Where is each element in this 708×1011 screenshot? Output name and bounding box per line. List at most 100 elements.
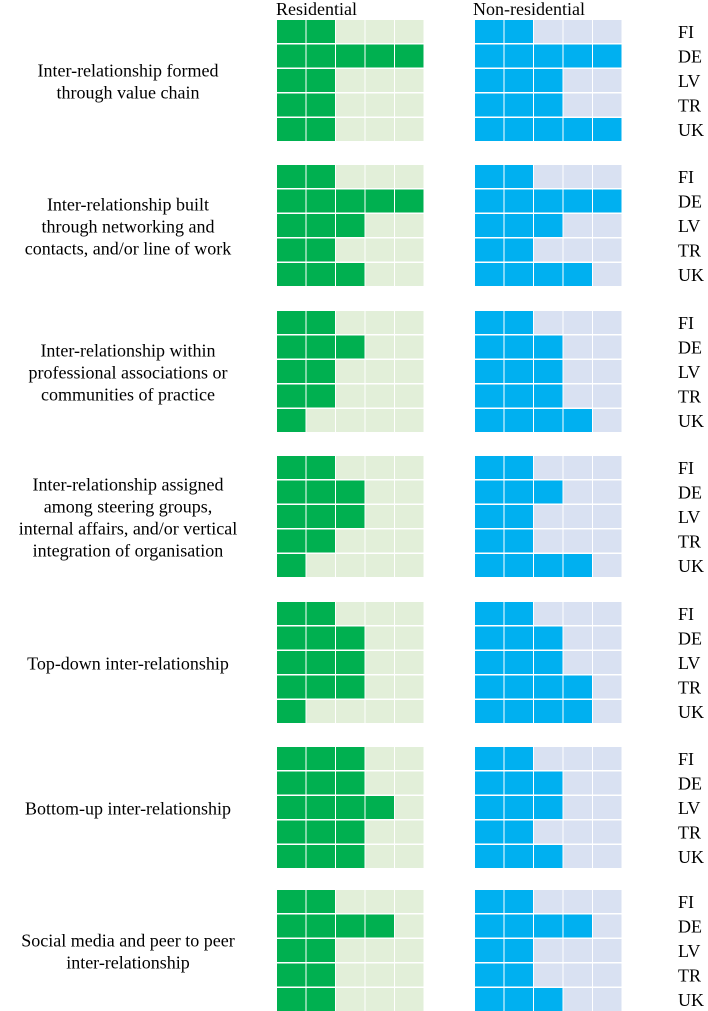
residential-cell (336, 238, 365, 262)
non-residential-cell (534, 335, 563, 359)
residential-cell (395, 651, 424, 674)
non-residential-cell (593, 988, 622, 1011)
non-residential-cell (563, 675, 592, 699)
non-residential-cell (534, 626, 563, 650)
residential-cell (365, 44, 394, 68)
residential-cell (277, 845, 306, 868)
residential-cell (277, 263, 306, 286)
non-residential-cell (534, 214, 563, 237)
non-residential-cell (504, 602, 533, 625)
country-label: TR (678, 966, 701, 986)
residential-cell (336, 675, 365, 699)
non-residential-cell (593, 20, 622, 43)
non-residential-cell (534, 480, 563, 504)
residential-cell (365, 69, 394, 92)
residential-cell (277, 189, 306, 213)
country-label: DE (678, 47, 702, 67)
residential-cell (306, 93, 335, 117)
residential-cell (277, 118, 306, 141)
non-residential-cell (563, 263, 592, 286)
country-label: FI (678, 167, 694, 187)
country-label: LV (678, 216, 700, 236)
residential-cell (395, 189, 424, 213)
non-residential-cell (593, 360, 622, 383)
non-residential-cell (504, 409, 533, 432)
residential-cell (336, 700, 365, 723)
non-residential-cell (563, 214, 592, 237)
non-residential-cell (563, 311, 592, 334)
non-residential-cell (563, 554, 592, 577)
non-residential-cell (504, 675, 533, 699)
residential-cell (395, 505, 424, 528)
country-label: DE (678, 192, 702, 212)
residential-cell (277, 820, 306, 844)
residential-cell (306, 796, 335, 819)
residential-cell (365, 890, 394, 913)
residential-cell (365, 311, 394, 334)
non-residential-cell (563, 165, 592, 188)
non-residential-cell (534, 505, 563, 528)
residential-cell (365, 845, 394, 868)
residential-cell (277, 700, 306, 723)
residential-cell (365, 554, 394, 577)
non-residential-cell (504, 529, 533, 553)
non-residential-cell (475, 747, 504, 770)
non-residential-cell (593, 747, 622, 770)
non-residential-cell (534, 311, 563, 334)
residential-cell (336, 20, 365, 43)
non-residential-cell (475, 214, 504, 237)
residential-cell (336, 165, 365, 188)
residential-cell (395, 747, 424, 770)
residential-cell (395, 409, 424, 432)
non-residential-cell (475, 335, 504, 359)
non-residential-cell (504, 238, 533, 262)
non-residential-cell (475, 914, 504, 938)
residential-cell (336, 914, 365, 938)
residential-cell (365, 456, 394, 479)
non-residential-cell (563, 820, 592, 844)
residential-cell (395, 238, 424, 262)
residential-cell (336, 602, 365, 625)
residential-cell (277, 529, 306, 553)
non-residential-cell (563, 189, 592, 213)
country-label: LV (678, 941, 700, 961)
residential-cell (365, 626, 394, 650)
non-residential-cell (534, 914, 563, 938)
country-label: DE (678, 338, 702, 358)
residential-cell (336, 480, 365, 504)
residential-cell (365, 820, 394, 844)
non-residential-cell (504, 69, 533, 92)
residential-cell (306, 505, 335, 528)
country-label: UK (678, 847, 704, 867)
residential-cell (365, 189, 394, 213)
non-residential-cell (593, 890, 622, 913)
residential-cell (336, 409, 365, 432)
residential-cell (277, 20, 306, 43)
residential-cell (277, 93, 306, 117)
residential-cell (336, 505, 365, 528)
residential-cell (365, 263, 394, 286)
residential-cell (365, 505, 394, 528)
non-residential-cell (563, 963, 592, 987)
non-residential-cell (534, 20, 563, 43)
non-residential-cell (593, 529, 622, 553)
residential-cell (306, 44, 335, 68)
residential-cell (365, 602, 394, 625)
residential-cell (277, 311, 306, 334)
country-label: LV (678, 653, 700, 673)
group-label-line: inter-relationship (66, 952, 190, 972)
country-label: UK (678, 265, 704, 285)
residential-cell (395, 939, 424, 962)
residential-cell (336, 456, 365, 479)
residential-cell (306, 360, 335, 383)
residential-cell (336, 214, 365, 237)
residential-cell (306, 311, 335, 334)
residential-cell (365, 747, 394, 770)
residential-cell (395, 914, 424, 938)
residential-cell (336, 93, 365, 117)
non-residential-cell (593, 69, 622, 92)
non-residential-cell (475, 360, 504, 383)
non-residential-cell (475, 20, 504, 43)
non-residential-cell (504, 796, 533, 819)
